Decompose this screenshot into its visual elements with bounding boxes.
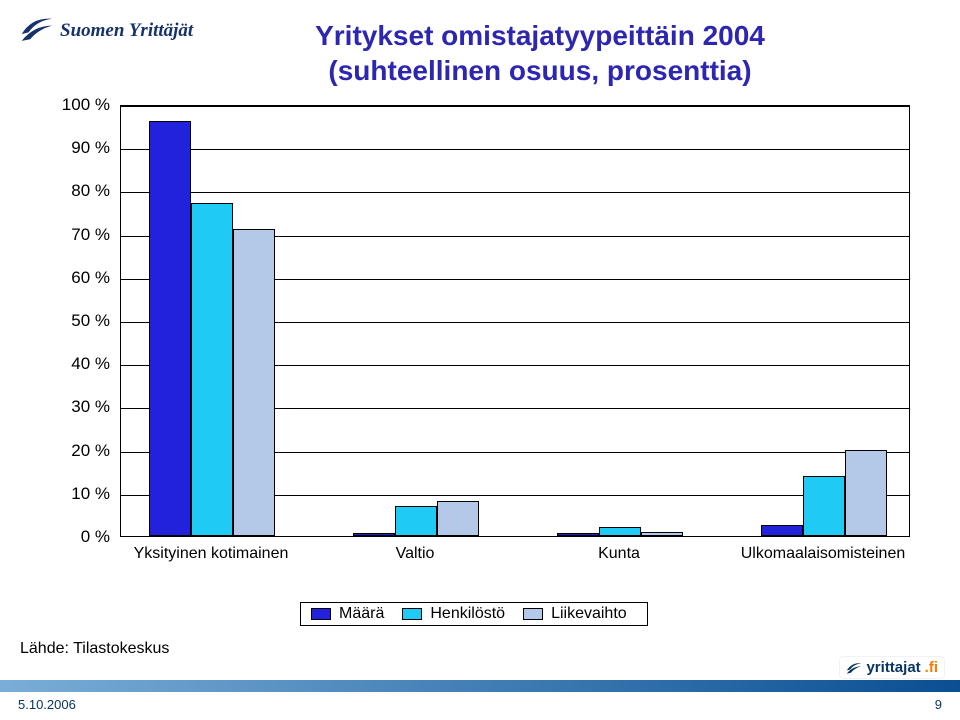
bar-chart: 0 %10 %20 %30 %40 %50 %60 %70 %80 %90 %1… [120,105,910,585]
title-line-2: (suhteellinen osuus, prosenttia) [200,53,880,88]
footer-brand-text: yrittajat [866,659,920,676]
bar-group [761,106,911,536]
bar-liikevaihto [437,501,479,536]
y-axis-label: 90 % [40,138,110,158]
legend-swatch [523,608,543,620]
x-axis-label: Valtio [315,545,515,563]
bar-määrä [149,121,191,536]
title-line-1: Yritykset omistajatyypeittäin 2004 [200,18,880,53]
bar-määrä [353,533,395,536]
bar-group [149,106,299,536]
legend-swatch [311,608,331,620]
bar-henkilöstö [191,203,233,536]
footer-page-number: 9 [935,697,942,712]
footer-date: 5.10.2006 [18,697,76,712]
y-axis-label: 60 % [40,268,110,288]
bar-group [557,106,707,536]
bar-henkilöstö [395,506,437,536]
x-axis-label: Yksityinen kotimainen [111,545,311,563]
source-label: Lähde: Tilastokeskus [20,640,169,658]
legend-label: Liikevaihto [551,605,627,623]
y-axis-label: 50 % [40,311,110,331]
legend-label: Henkilöstö [430,605,505,623]
y-axis-label: 40 % [40,354,110,374]
chart-title: Yritykset omistajatyypeittäin 2004 (suht… [200,18,880,88]
bar-liikevaihto [233,229,275,536]
legend-swatch [402,608,422,620]
footer-brand: yrittajat .fi [840,657,944,678]
y-axis-label: 10 % [40,484,110,504]
bar-määrä [557,533,599,536]
swoosh-icon [846,660,862,676]
bar-liikevaihto [845,450,887,536]
bar-liikevaihto [641,532,683,536]
bar-group [353,106,503,536]
brand-text: Suomen Yrittäjät [60,12,193,50]
legend: Määrä Henkilöstö Liikevaihto [300,602,648,626]
brand-logo: Suomen Yrittäjät [20,12,193,50]
swoosh-icon [20,12,54,46]
x-axis-label: Ulkomaalaisomisteinen [723,545,923,563]
y-axis-label: 70 % [40,225,110,245]
y-axis-label: 30 % [40,397,110,417]
y-axis-label: 100 % [40,95,110,115]
legend-label: Määrä [339,605,384,623]
footer-bar [0,680,960,692]
slide: Suomen Yrittäjät Yritykset omistajatyype… [0,0,960,720]
bar-määrä [761,525,803,536]
x-axis-label: Kunta [519,545,719,563]
y-axis-label: 20 % [40,441,110,461]
plot-area [120,105,910,537]
y-axis-label: 0 % [40,527,110,547]
bar-henkilöstö [599,527,641,536]
footer-brand-suffix: .fi [925,659,938,676]
y-axis-label: 80 % [40,181,110,201]
bar-henkilöstö [803,476,845,536]
